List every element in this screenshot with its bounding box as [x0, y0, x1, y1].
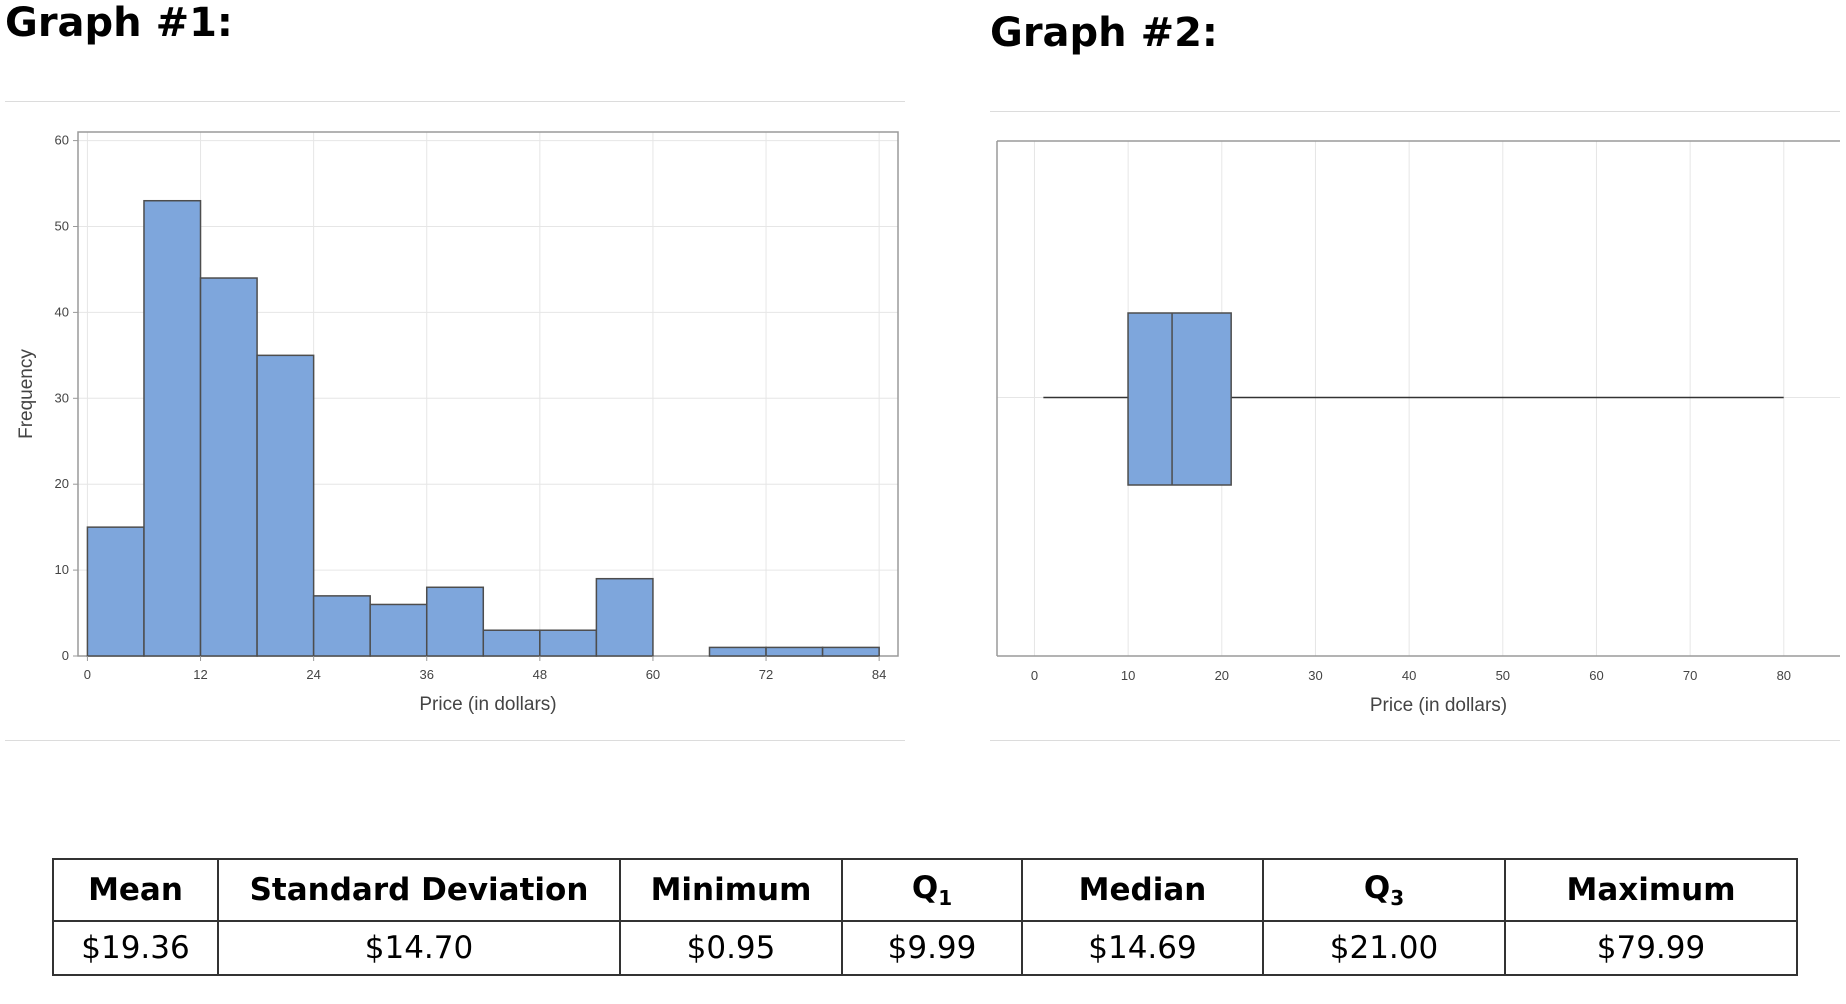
histogram-y-tick-label: 60 [55, 133, 69, 148]
histogram-x-tick-label: 24 [306, 667, 320, 682]
histogram-bar [482, 629, 541, 657]
histogram-bar [369, 603, 428, 657]
value-q1: $9.99 [841, 920, 1023, 976]
boxplot-x-axis-label: Price (in dollars) [1370, 695, 1507, 716]
histogram-bar [821, 646, 880, 657]
graph2-bottom-divider [990, 740, 1840, 741]
value-mean: $19.36 [52, 920, 219, 976]
histogram-x-tick-label: 60 [646, 667, 660, 682]
histogram-y-tick-label: 10 [55, 562, 69, 577]
histogram-x-tick-label: 36 [420, 667, 434, 682]
boxplot-x-tick-label: 10 [1121, 668, 1135, 683]
histogram-bar [199, 277, 258, 657]
graph2-title: Graph #2: [990, 10, 1218, 56]
summary-stats-table: Mean Standard Deviation Minimum Q1 Media… [52, 858, 1798, 976]
boxplot-x-tick-label: 60 [1589, 668, 1603, 683]
boxplot-x-tick-label: 80 [1777, 668, 1791, 683]
value-median: $14.69 [1021, 920, 1264, 976]
boxplot-x-tick-label: 50 [1496, 668, 1510, 683]
histogram-y-axis-label: Frequency [16, 349, 37, 439]
histogram-bar [595, 577, 654, 657]
boxplot-x-tick-label: 20 [1215, 668, 1229, 683]
header-q1: Q1 [841, 858, 1023, 922]
histogram-x-tick-label: 12 [193, 667, 207, 682]
histogram-x-tick-label: 84 [872, 667, 886, 682]
graph1-top-divider [5, 101, 905, 102]
histogram-x-tick-label: 0 [84, 667, 91, 682]
boxplot-box [1127, 312, 1232, 486]
value-standard-deviation: $14.70 [217, 920, 621, 976]
header-standard-deviation: Standard Deviation [217, 858, 621, 922]
histogram-y-tick-label: 40 [55, 304, 69, 319]
header-median: Median [1021, 858, 1264, 922]
histogram-x-tick-label: 72 [759, 667, 773, 682]
histogram-bar [256, 354, 315, 657]
value-q3: $21.00 [1262, 920, 1506, 976]
graph1-bottom-divider [5, 740, 905, 741]
histogram-chart: 0 12 24 36 48 60 72 84 0 10 20 30 40 50 60 Price (in do… [16, 131, 899, 715]
boxplot-x-tick-label: 30 [1308, 668, 1322, 683]
header-minimum: Minimum [619, 858, 843, 922]
histogram-bar [143, 199, 202, 657]
header-mean: Mean [52, 858, 219, 922]
graph1-title: Graph #1: [5, 0, 233, 46]
boxplot-x-tick-label: 70 [1683, 668, 1697, 683]
histogram-y-tick-label: 0 [62, 648, 69, 663]
graph2-top-divider [990, 111, 1840, 112]
boxplot-x-tick-label: 40 [1402, 668, 1416, 683]
boxplot-x-tick-label: 0 [1031, 668, 1038, 683]
histogram-y-tick-label: 20 [55, 476, 69, 491]
table-row: $19.36 $14.70 $0.95 $9.99 $14.69 $21.00 … [52, 920, 1798, 976]
histogram-x-tick-label: 48 [533, 667, 547, 682]
header-maximum: Maximum [1504, 858, 1798, 922]
histogram-bar [425, 586, 485, 657]
value-maximum: $79.99 [1504, 920, 1798, 976]
histogram-x-axis-label: Price (in dollars) [419, 694, 556, 715]
boxplot-chart: 0 10 20 30 40 50 60 70 80 Price (in dollars) [996, 140, 1840, 716]
histogram-bar [312, 595, 371, 657]
header-q3: Q3 [1262, 858, 1506, 922]
histogram-bar [86, 526, 145, 657]
histogram-y-tick-label: 30 [55, 390, 69, 405]
value-minimum: $0.95 [619, 920, 843, 976]
histogram-y-tick-label: 50 [55, 218, 69, 233]
table-header-row: Mean Standard Deviation Minimum Q1 Media… [52, 858, 1798, 922]
